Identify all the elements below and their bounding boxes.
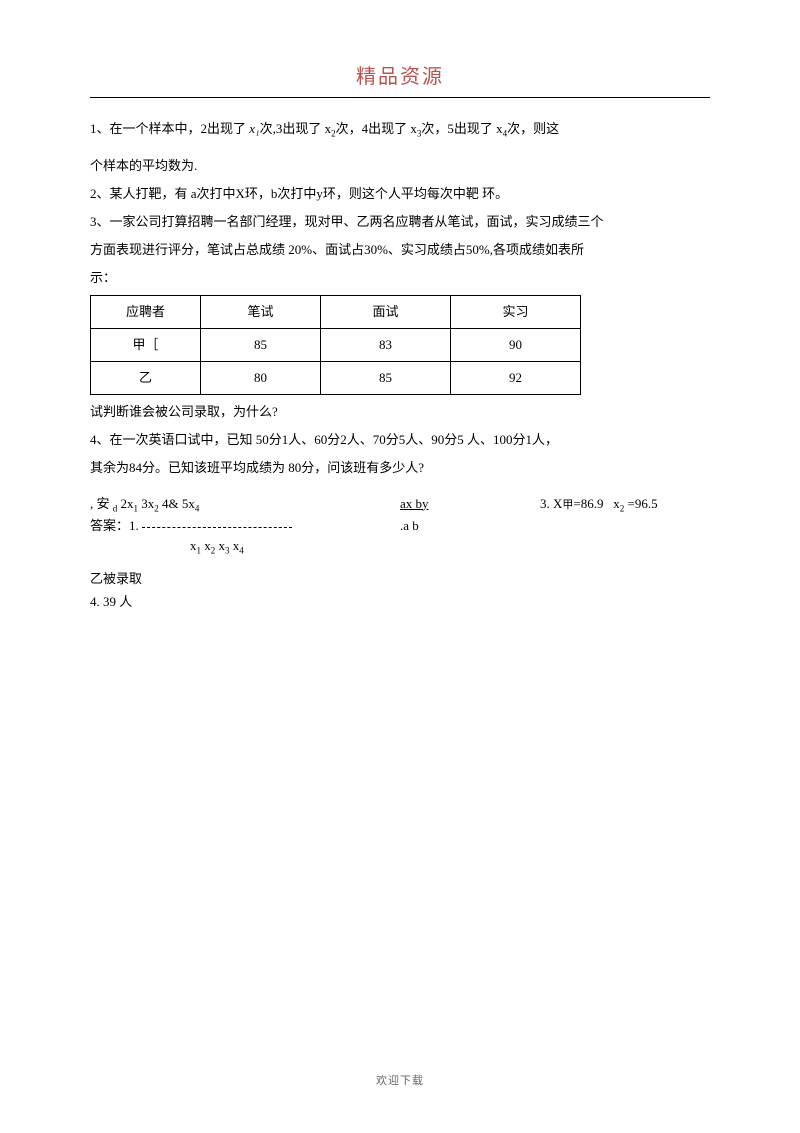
ans1-t2: 3x — [138, 496, 154, 511]
question-3-line1: 3、一家公司打算招聘一名部门经理，现对甲、乙两名应聘者从笔试，面试，实习成绩三个 — [90, 209, 710, 235]
ans3-jia: 甲 — [562, 499, 573, 511]
q1-text-4: 次，5出现了 x — [421, 121, 502, 136]
answer-line3: 乙被录取 — [90, 566, 710, 592]
ans-label: 答案：1. — [90, 518, 139, 533]
fraction-line-icon — [142, 527, 292, 528]
score-table: 应聘者 笔试 面试 实习 甲［ 85 83 90 乙 80 85 92 — [90, 295, 581, 395]
ans3-val1: =86.9 x — [573, 496, 619, 511]
cell-written-1: 85 — [201, 328, 321, 361]
cell-interview-1: 83 — [321, 328, 451, 361]
q1-text-3: 次，4出现了 x — [336, 121, 417, 136]
cell-name-2: 乙 — [91, 361, 201, 394]
ans1-t3: 4& 5x — [159, 496, 195, 511]
question-3-footer: 试判断谁会被公司录取，为什么? — [90, 399, 710, 425]
table-row: 甲［ 85 83 90 — [91, 328, 581, 361]
question-3-line3: 示： — [90, 265, 710, 291]
q1-text-5: 次，则这 — [507, 121, 559, 136]
cell-practice-2: 92 — [451, 361, 581, 394]
table-row: 乙 80 85 92 — [91, 361, 581, 394]
answer-right: 3. X甲=86.9 x2 =96.5 — [540, 491, 710, 518]
question-1-line1: 1、在一个样本中，2出现了 x₁次,3出现了 x2次，4出现了 x3次，5出现了… — [90, 116, 710, 143]
ans3-val2: =96.5 — [624, 496, 657, 511]
ans1-s4: 4 — [195, 503, 200, 513]
question-2: 2、某人打靶，有 a次打中X环，b次打中y环，则这个人平均每次中靶 环。 — [90, 181, 710, 207]
cell-written-2: 80 — [201, 361, 321, 394]
page-footer: 欢迎下载 — [0, 1072, 800, 1088]
ans-axby: ax by — [400, 496, 429, 511]
denom-sp2: x — [215, 538, 225, 553]
question-3-line2: 方面表现进行评分，笔试占总成绩 20%、面试占30%、实习成绩占50%,各项成绩… — [90, 237, 710, 263]
cell-practice-1: 90 — [451, 328, 581, 361]
ans1-prefix: , 安 — [90, 496, 113, 511]
q1-text-2: 次,3出现了 x — [260, 121, 332, 136]
denom-sp3: x — [230, 538, 240, 553]
page-title: 精品资源 — [90, 60, 710, 89]
table-header-row: 应聘者 笔试 面试 实习 — [91, 295, 581, 328]
content-area: 1、在一个样本中，2出现了 x₁次,3出现了 x2次，4出现了 x3次，5出现了… — [90, 116, 710, 609]
th-practice: 实习 — [451, 295, 581, 328]
ans3-text: 3. X — [540, 496, 562, 511]
question-4-line1: 4、在一次英语口试中，已知 50分1人、60分2人、70分5人、90分5 人、1… — [90, 427, 710, 453]
th-applicant: 应聘者 — [91, 295, 201, 328]
answer-mid-2: .a b — [400, 513, 540, 539]
question-1-line2: 个样本的平均数为. — [90, 153, 710, 179]
ans1-formula: 2x — [117, 496, 133, 511]
cell-name-1: 甲［ — [91, 328, 201, 361]
q1-text-1: 1、在一个样本中，2出现了 — [90, 121, 249, 136]
th-written: 笔试 — [201, 295, 321, 328]
q1-var: x₁ — [249, 121, 259, 136]
answer-left-2: 答案：1. — [90, 513, 400, 539]
denom-s4: 4 — [239, 546, 244, 556]
question-4-line2: 其余为84分。已知该班平均成绩为 80分，问该班有多少人? — [90, 455, 710, 481]
th-interview: 面试 — [321, 295, 451, 328]
header-divider — [90, 97, 710, 98]
cell-interview-2: 85 — [321, 361, 451, 394]
denom-sp1: x — [201, 538, 211, 553]
answer-line4: 4. 39 人 — [90, 594, 710, 610]
